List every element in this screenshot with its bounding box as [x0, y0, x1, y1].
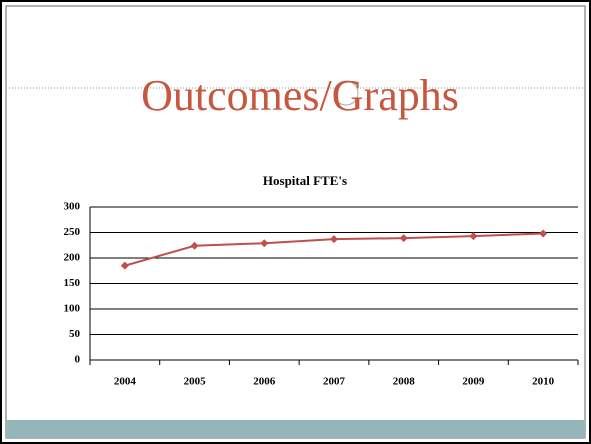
y-tick-label: 50 [69, 328, 81, 340]
y-tick-label: 100 [64, 303, 81, 315]
y-tick-label: 300 [64, 201, 81, 213]
x-tick-label: 2010 [532, 376, 555, 388]
y-tick-label: 0 [75, 354, 81, 366]
y-tick-label: 200 [64, 252, 81, 264]
data-point [469, 232, 478, 241]
x-tick-label: 2005 [184, 376, 207, 388]
x-tick-label: 2008 [393, 376, 416, 388]
slide-title: Outcomes/Graphs [141, 71, 459, 120]
title-ornament [333, 80, 359, 106]
data-point [399, 234, 408, 243]
y-tick-label: 150 [64, 277, 81, 289]
data-point [120, 261, 129, 270]
data-point [190, 241, 199, 250]
footer-band [6, 420, 585, 438]
chart-title: Hospital FTE's [263, 173, 347, 188]
x-tick-label: 2006 [253, 376, 276, 388]
data-point [539, 229, 548, 238]
x-tick-label: 2009 [462, 376, 485, 388]
x-tick-label: 2007 [323, 376, 346, 388]
data-point [260, 239, 269, 248]
data-point [330, 235, 338, 244]
x-tick-label: 2004 [114, 376, 137, 388]
y-tick-label: 250 [64, 226, 81, 238]
